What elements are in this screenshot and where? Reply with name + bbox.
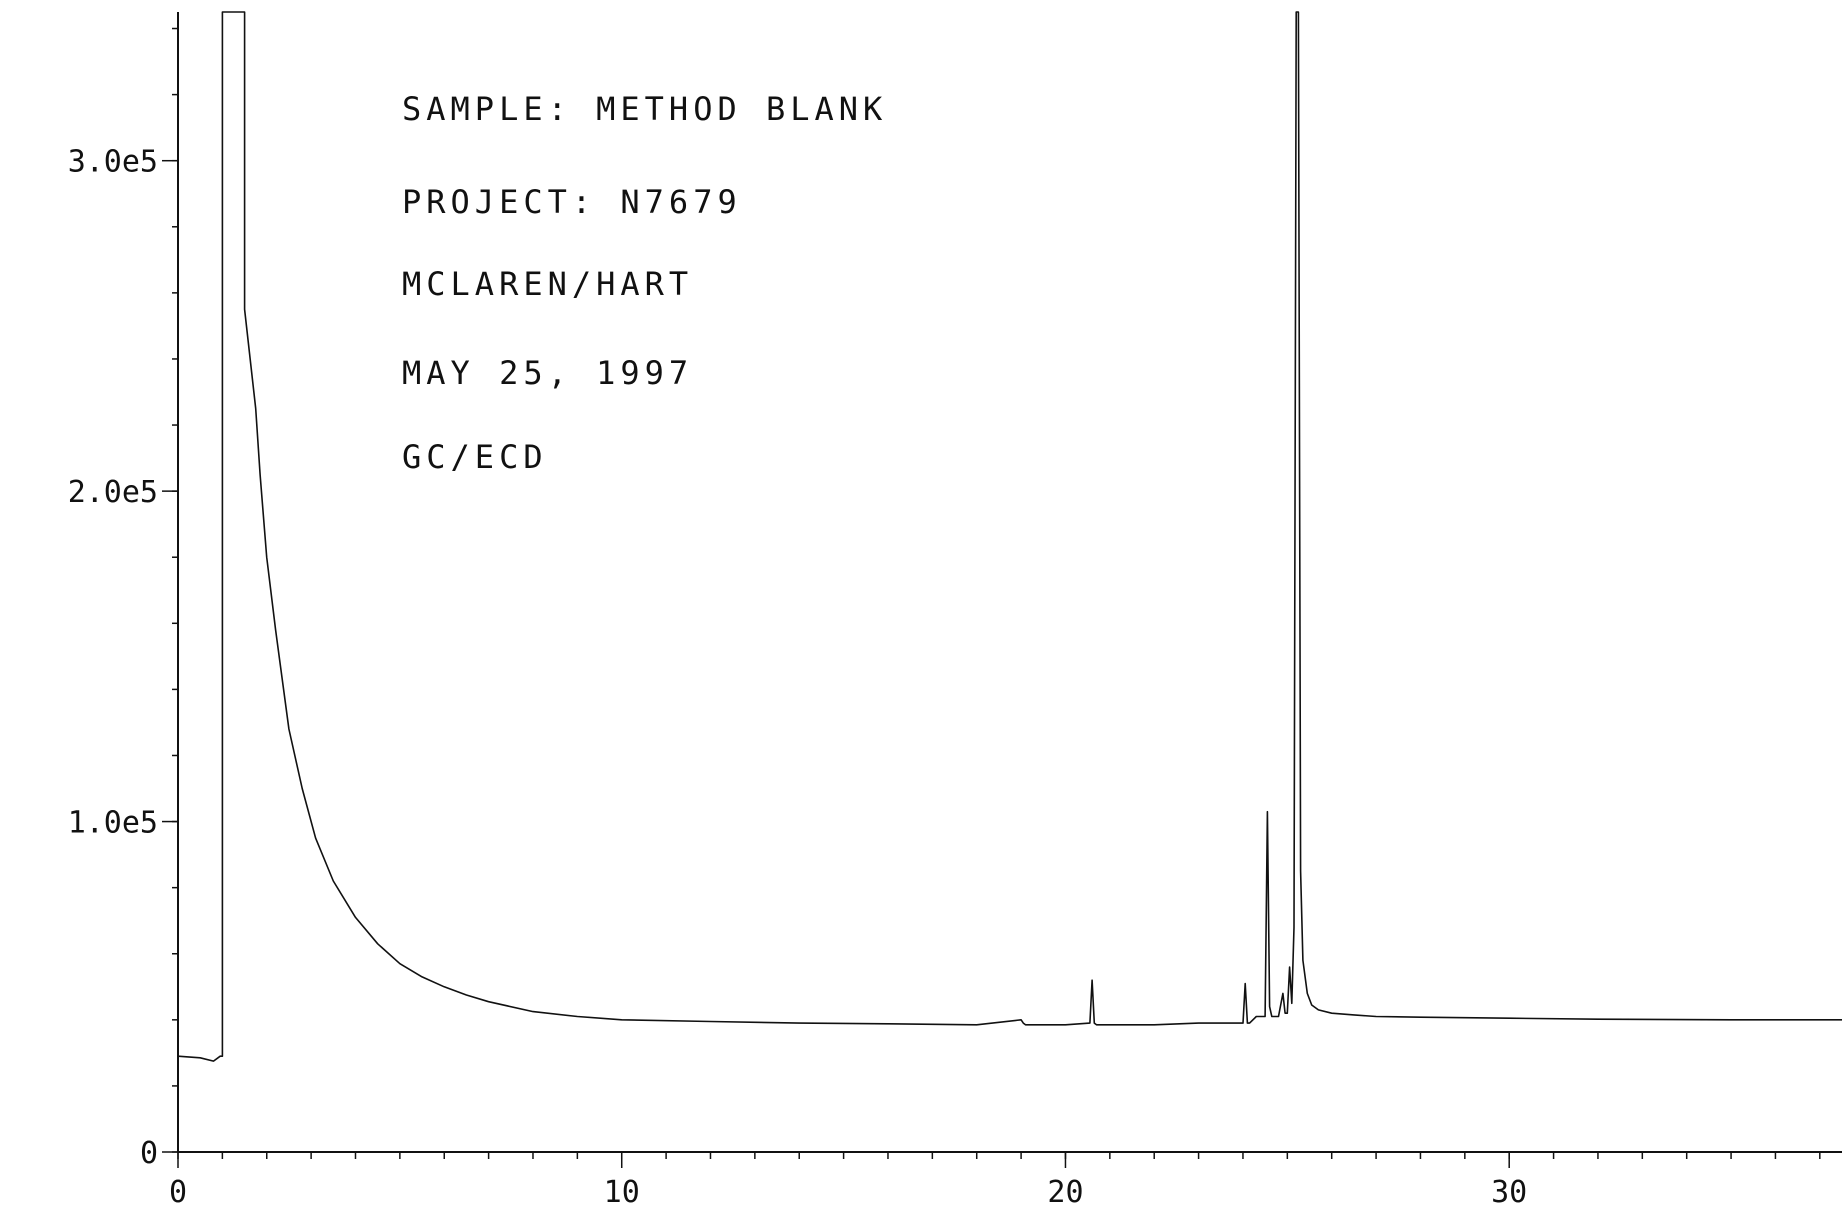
y-tick-label: 1.0e5 bbox=[68, 806, 158, 841]
x-tick-label: 0 bbox=[169, 1175, 187, 1210]
y-tick-label: 0 bbox=[140, 1136, 158, 1171]
x-axis: 0 10 20 30 bbox=[169, 1151, 1842, 1210]
annotation-sample: SAMPLE: METHOD BLANK bbox=[402, 90, 887, 128]
annotation-detector: GC/ECD bbox=[402, 438, 548, 476]
y-axis-ticks: 0 1.0e5 2.0e5 3.0e5 bbox=[68, 27, 178, 1171]
series-line-0 bbox=[177, 11, 1842, 1062]
y-tick-label: 3.0e5 bbox=[68, 145, 158, 180]
x-tick-label: 30 bbox=[1491, 1175, 1527, 1210]
annotation-date: MAY 25, 1997 bbox=[402, 354, 693, 392]
x-tick-label: 10 bbox=[604, 1175, 640, 1210]
annotation-lab: MCLAREN/HART bbox=[402, 265, 693, 303]
x-tick-label: 20 bbox=[1047, 1175, 1083, 1210]
annotation-project: PROJECT: N7679 bbox=[402, 183, 742, 221]
y-tick-label: 2.0e5 bbox=[68, 475, 158, 510]
y-axis: 0 1.0e5 2.0e5 3.0e5 bbox=[68, 12, 179, 1171]
annotation-block: SAMPLE: METHOD BLANK PROJECT: N7679 MCLA… bbox=[402, 90, 887, 476]
x-axis-ticks: 0 10 20 30 bbox=[169, 1152, 1821, 1210]
series-layer bbox=[177, 11, 1842, 1062]
